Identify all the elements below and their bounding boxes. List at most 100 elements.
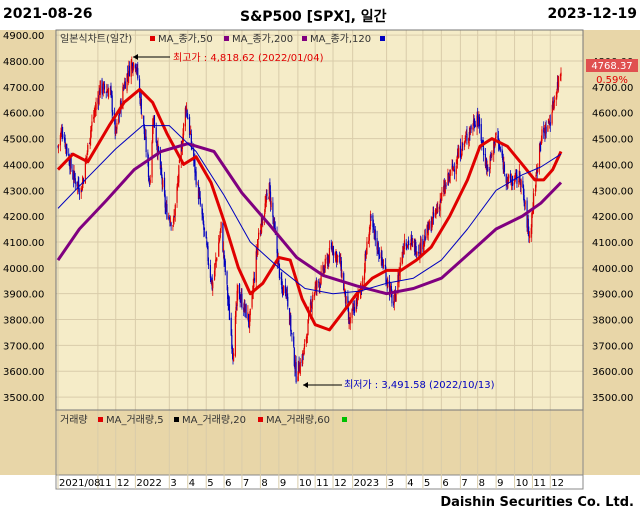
candle-body (116, 122, 118, 130)
candle-body (193, 149, 195, 161)
candle-body (453, 167, 455, 168)
candle-body (224, 260, 226, 273)
y-tick-label-left: 3500.00 (3, 393, 44, 404)
candle-body (190, 133, 192, 145)
candle-body (72, 177, 75, 180)
candle-body (261, 215, 263, 226)
x-tick-label: 10 (516, 478, 529, 489)
candle-body (283, 285, 285, 294)
candle-body (456, 154, 459, 165)
legend-ma200: MA_종가,200 (232, 33, 293, 45)
candle-body (534, 189, 537, 192)
candle-body (60, 128, 63, 134)
x-tick-label: 12 (551, 478, 564, 489)
candle-body (336, 255, 338, 261)
candle-body (103, 84, 106, 90)
candle-body (216, 258, 218, 260)
candle-body (61, 131, 63, 135)
candle-body (280, 277, 282, 280)
candle-body (122, 86, 124, 110)
candle-body (513, 178, 516, 184)
candle-body (389, 286, 391, 294)
candle-body (311, 301, 313, 310)
candle-body (222, 248, 225, 252)
y-tick-label-right: 3800.00 (592, 316, 633, 327)
candle-body (488, 169, 491, 171)
y-tick-label-left: 4500.00 (3, 135, 44, 146)
candle-body (549, 122, 551, 126)
candle-body (323, 268, 325, 275)
candle-body (164, 194, 166, 208)
candle-body (344, 288, 346, 292)
vol-legend-ma60: MA_거래량,60 (266, 414, 330, 426)
candle-body (333, 251, 335, 256)
legend-swatch-ma200 (224, 36, 229, 41)
legend-ma50: MA_종가,50 (158, 33, 213, 45)
y-tick-label-left: 4100.00 (3, 238, 44, 249)
candle-body (102, 83, 104, 94)
candle-body (152, 124, 154, 143)
candle-body (114, 118, 116, 134)
candle-body (240, 300, 242, 301)
candle-body (455, 165, 457, 175)
chart-type-label: 일본식차트(일간) (60, 33, 132, 45)
candle-body (545, 126, 547, 134)
candle-body (206, 243, 209, 247)
candle-body (110, 85, 112, 91)
legend-ma120: MA_종가,120 (310, 33, 371, 45)
candle-body (166, 204, 168, 219)
candle-body (143, 115, 145, 125)
candle-body (70, 156, 72, 169)
candle-body (348, 318, 350, 322)
end-date: 2023-12-19 (547, 6, 637, 22)
candle-body (516, 174, 518, 184)
candle-body (305, 339, 307, 342)
candle-body (316, 281, 318, 289)
candle-body (91, 121, 93, 127)
current-change: 0.59% (596, 75, 628, 86)
candle-body (435, 209, 438, 213)
candle-body (72, 169, 74, 179)
candle-body (428, 221, 431, 229)
candle-body (105, 91, 107, 93)
candle-body (515, 170, 517, 174)
candle-body (538, 143, 541, 168)
grid (56, 30, 583, 489)
candle-body (253, 278, 256, 281)
candle-body (528, 231, 530, 237)
x-tick-label: 7 (243, 478, 249, 489)
candle-body (460, 153, 463, 157)
candle-body (219, 228, 222, 233)
candle-body (272, 202, 274, 218)
candle-body (365, 253, 367, 255)
candle-body (266, 193, 268, 196)
candle-body (319, 282, 321, 288)
candle-body (187, 117, 189, 120)
candle-body (369, 224, 371, 232)
candle-body (531, 210, 534, 215)
candle-body (341, 272, 343, 278)
candle-body (203, 227, 206, 231)
candle-body (347, 308, 350, 320)
candle-body (437, 207, 439, 212)
chart-header: 2021-08-26 S&P500 [SPX], 일간 2023-12-19 (0, 0, 640, 30)
candle-body (264, 203, 266, 213)
candle-body (508, 175, 510, 179)
candle-body (524, 202, 526, 206)
candle-body (178, 165, 180, 183)
candle-body (269, 191, 272, 205)
candle-body (556, 90, 558, 98)
x-tick-label: 3 (388, 478, 394, 489)
candle-body (190, 131, 192, 135)
candle-body (149, 179, 151, 183)
candle-body (372, 215, 374, 228)
candle-body (273, 220, 275, 223)
candle-body (152, 121, 154, 128)
candle-body (302, 352, 304, 364)
candle-body (560, 72, 562, 77)
y-tick-label-right: 4600.00 (592, 109, 633, 120)
candle-body (377, 242, 379, 254)
candle-body (338, 255, 341, 257)
low-annotation: 최저가 : 3,491.58 (2022/10/13) (303, 379, 495, 391)
candle-body (485, 158, 488, 171)
